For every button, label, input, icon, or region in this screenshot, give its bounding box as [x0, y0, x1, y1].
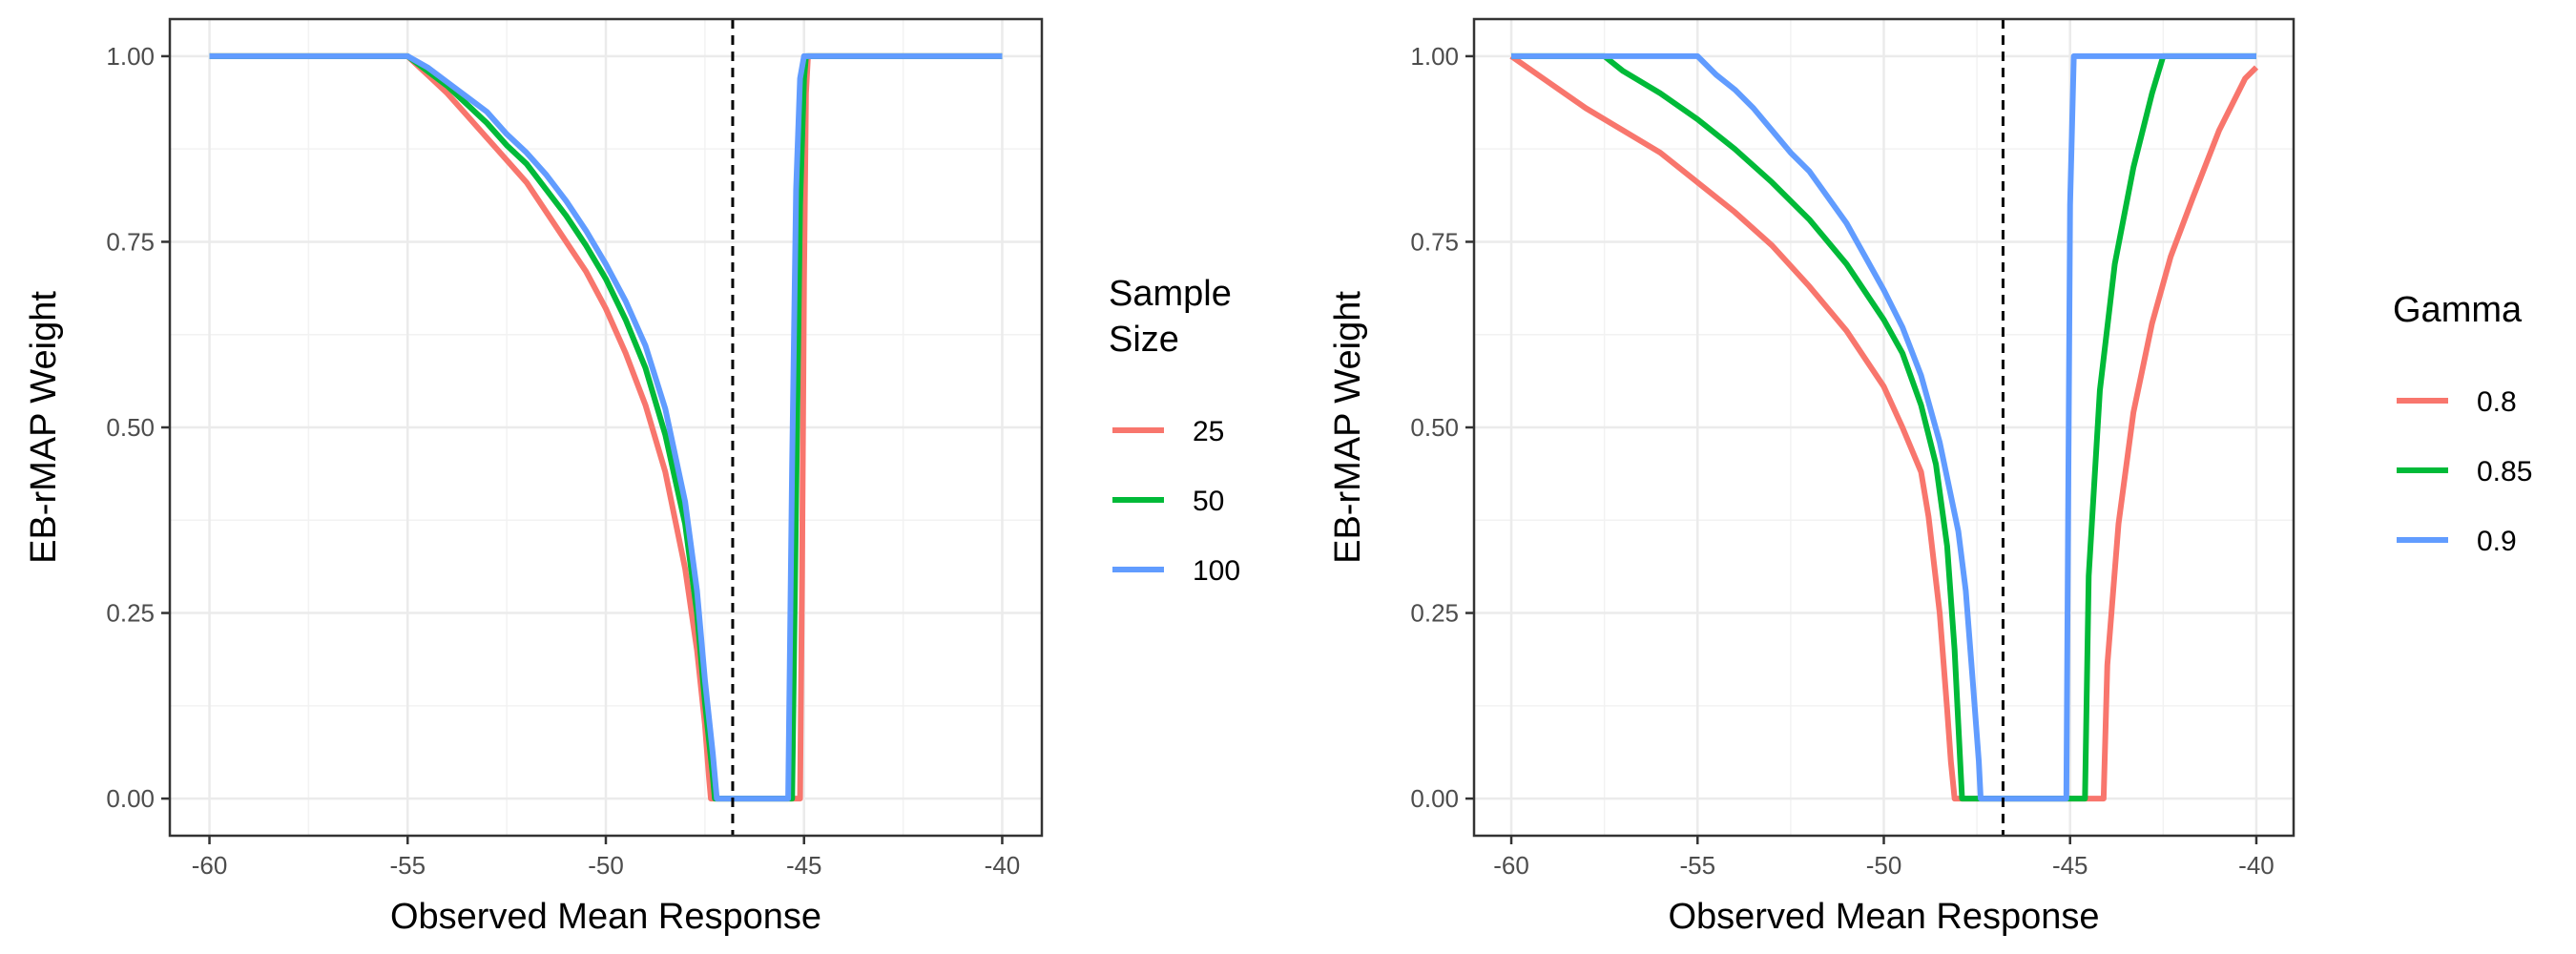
series-line-0-85 — [1511, 52, 2256, 802]
series-line-0-9 — [1511, 52, 2256, 802]
series-line-50 — [209, 52, 1003, 802]
x-tick-label: -45 — [2052, 851, 2088, 880]
x-tick-label: -50 — [588, 851, 624, 880]
y-tick-label: 0.00 — [1410, 784, 1459, 813]
y-tick-label: 0.25 — [106, 599, 155, 628]
y-tick-label: 0.75 — [1410, 227, 1459, 256]
y-axis-title: EB-rMAP Weight — [24, 291, 64, 564]
legend-key-label: 0.85 — [2477, 456, 2532, 487]
series-line-25 — [209, 52, 1003, 802]
y-tick-label: 0.25 — [1410, 599, 1459, 628]
legend-title: Size — [1109, 320, 1179, 360]
y-tick-label: 0.00 — [106, 784, 155, 813]
right-chart-panel: -60 -55 -50 -45 -40 0.00 0.25 0.50 0.75 1.00 Obser… — [1328, 17, 2532, 937]
x-tick-label: -40 — [2238, 851, 2275, 880]
x-axis-title: Observed Mean Response — [1668, 897, 2099, 937]
legend: Gamma 0.8 0.85 0.9 — [2393, 290, 2532, 557]
legend-key-label: 0.8 — [2477, 386, 2517, 418]
y-tick-label: 0.75 — [106, 227, 155, 256]
y-tick-label: 0.50 — [106, 413, 155, 442]
x-tick-label: -40 — [985, 851, 1021, 880]
legend: Sample Size 25 50 100 — [1109, 274, 1240, 587]
x-tick-label: -50 — [1866, 851, 1902, 880]
x-tick-label: -45 — [786, 851, 822, 880]
x-axis-title: Observed Mean Response — [390, 897, 821, 937]
legend-key-label: 50 — [1193, 486, 1224, 517]
series-line-0-8 — [1509, 53, 2259, 802]
y-tick-label: 1.00 — [106, 42, 155, 71]
x-tick-label: -60 — [1493, 851, 1529, 880]
legend-key-label: 25 — [1193, 416, 1224, 447]
legend-title: Gamma — [2393, 290, 2523, 330]
y-tick-label: 1.00 — [1410, 42, 1459, 71]
legend-key-label: 100 — [1193, 555, 1240, 587]
x-tick-label: -55 — [389, 851, 426, 880]
x-tick-label: -60 — [192, 851, 228, 880]
left-chart-panel: -60 -55 -50 -45 -40 0.00 0.25 0.50 0.75 1.00 Obser… — [24, 17, 1240, 937]
series-line-100 — [209, 52, 1003, 802]
legend-key-label: 0.9 — [2477, 526, 2517, 557]
y-axis-title: EB-rMAP Weight — [1328, 291, 1368, 564]
x-tick-label: -55 — [1679, 851, 1715, 880]
y-tick-label: 0.50 — [1410, 413, 1459, 442]
legend-title: Sample — [1109, 274, 1232, 314]
